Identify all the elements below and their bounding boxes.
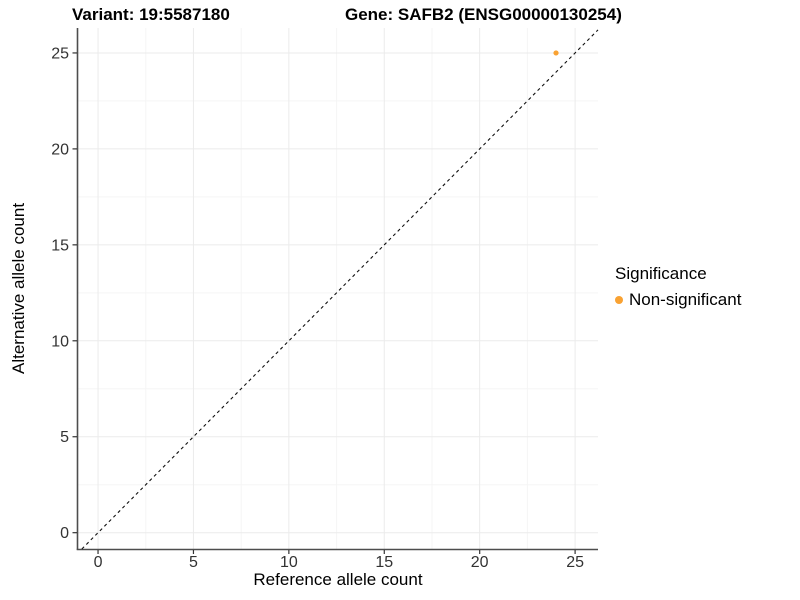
variant-title: Variant: 19:5587180 (72, 5, 230, 24)
data-point (553, 50, 559, 56)
gene-title: Gene: SAFB2 (ENSG00000130254) (345, 5, 622, 24)
legend-point-icon (615, 296, 623, 304)
x-tick-label: 0 (94, 554, 103, 571)
y-tick-label: 20 (51, 141, 69, 158)
legend-title: Significance (615, 264, 707, 283)
x-tick-label: 20 (471, 554, 489, 571)
y-tick-label: 0 (60, 525, 69, 542)
legend-item-label: Non-significant (629, 290, 742, 309)
identity-line (81, 29, 599, 550)
x-tick-label: 25 (566, 554, 584, 571)
legend: Significance Non-significant (615, 264, 741, 310)
x-tick-label: 5 (189, 554, 198, 571)
y-tick-label: 25 (51, 45, 69, 62)
legend-item: Non-significant (615, 290, 741, 310)
y-axis-title: Alternative allele count (9, 202, 28, 375)
x-axis-title: Reference allele count (253, 570, 423, 589)
y-tick-label: 15 (51, 237, 69, 254)
panel-background (78, 28, 598, 549)
x-tick-label: 10 (280, 554, 298, 571)
x-tick-label: 15 (375, 554, 393, 571)
y-tick-label: 10 (51, 333, 69, 350)
y-tick-label: 5 (60, 429, 69, 446)
